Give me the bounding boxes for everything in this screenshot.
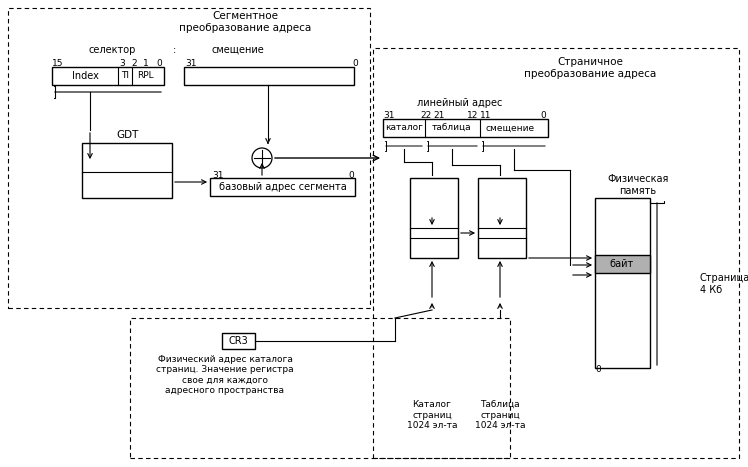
Text: 21: 21 xyxy=(433,111,444,120)
Text: селектор: селектор xyxy=(88,45,135,55)
Text: каталог: каталог xyxy=(385,123,423,133)
Text: таблица: таблица xyxy=(432,123,472,133)
Text: TI: TI xyxy=(121,71,129,80)
Text: 0: 0 xyxy=(352,58,358,68)
Bar xyxy=(184,67,354,85)
Text: 0: 0 xyxy=(348,170,354,179)
Bar xyxy=(478,178,526,258)
Bar xyxy=(222,333,255,349)
Text: линейный адрес: линейный адрес xyxy=(417,98,503,108)
Text: 3: 3 xyxy=(119,58,125,68)
Text: Сегментное
преобразование адреса: Сегментное преобразование адреса xyxy=(179,11,311,33)
Text: 11: 11 xyxy=(480,111,491,120)
Text: Страничное
преобразование адреса: Страничное преобразование адреса xyxy=(524,57,656,79)
Text: 31: 31 xyxy=(383,111,394,120)
Bar xyxy=(410,178,458,258)
Text: 12: 12 xyxy=(467,111,479,120)
Bar xyxy=(82,143,172,198)
Text: Таблица
страниц
1024 эл-та: Таблица страниц 1024 эл-та xyxy=(475,400,525,430)
Text: смещение: смещение xyxy=(212,45,264,55)
Text: 31: 31 xyxy=(185,58,197,68)
Text: Страница
4 Кб: Страница 4 Кб xyxy=(700,273,748,295)
Text: 31: 31 xyxy=(212,170,224,179)
Text: 0: 0 xyxy=(595,366,601,375)
Text: Физический адрес каталога
страниц. Значение регистра
свое для каждого
адресного : Физический адрес каталога страниц. Значе… xyxy=(156,355,294,395)
Text: байт: байт xyxy=(610,259,634,269)
Text: базовый адрес сегмента: базовый адрес сегмента xyxy=(219,182,347,192)
Text: Каталог
страниц
1024 эл-та: Каталог страниц 1024 эл-та xyxy=(407,400,457,430)
Bar xyxy=(383,119,548,137)
Text: 15: 15 xyxy=(52,58,64,68)
Bar xyxy=(210,178,355,196)
Bar xyxy=(52,67,164,85)
Text: RPL: RPL xyxy=(137,71,153,80)
Text: :: : xyxy=(174,45,177,55)
Text: 0: 0 xyxy=(156,58,162,68)
Text: 22: 22 xyxy=(420,111,432,120)
Bar xyxy=(373,48,739,458)
Text: 1: 1 xyxy=(143,58,149,68)
Bar xyxy=(130,318,510,458)
Text: Index: Index xyxy=(72,71,99,81)
Text: 0: 0 xyxy=(540,111,546,120)
Bar xyxy=(8,8,370,308)
Text: Физическая
память: Физическая память xyxy=(607,174,669,196)
Bar xyxy=(595,255,650,273)
Text: GDT: GDT xyxy=(117,130,139,140)
Text: 2: 2 xyxy=(131,58,137,68)
Text: CR3: CR3 xyxy=(228,336,248,346)
Bar xyxy=(595,198,650,368)
Text: смещение: смещение xyxy=(485,123,535,133)
